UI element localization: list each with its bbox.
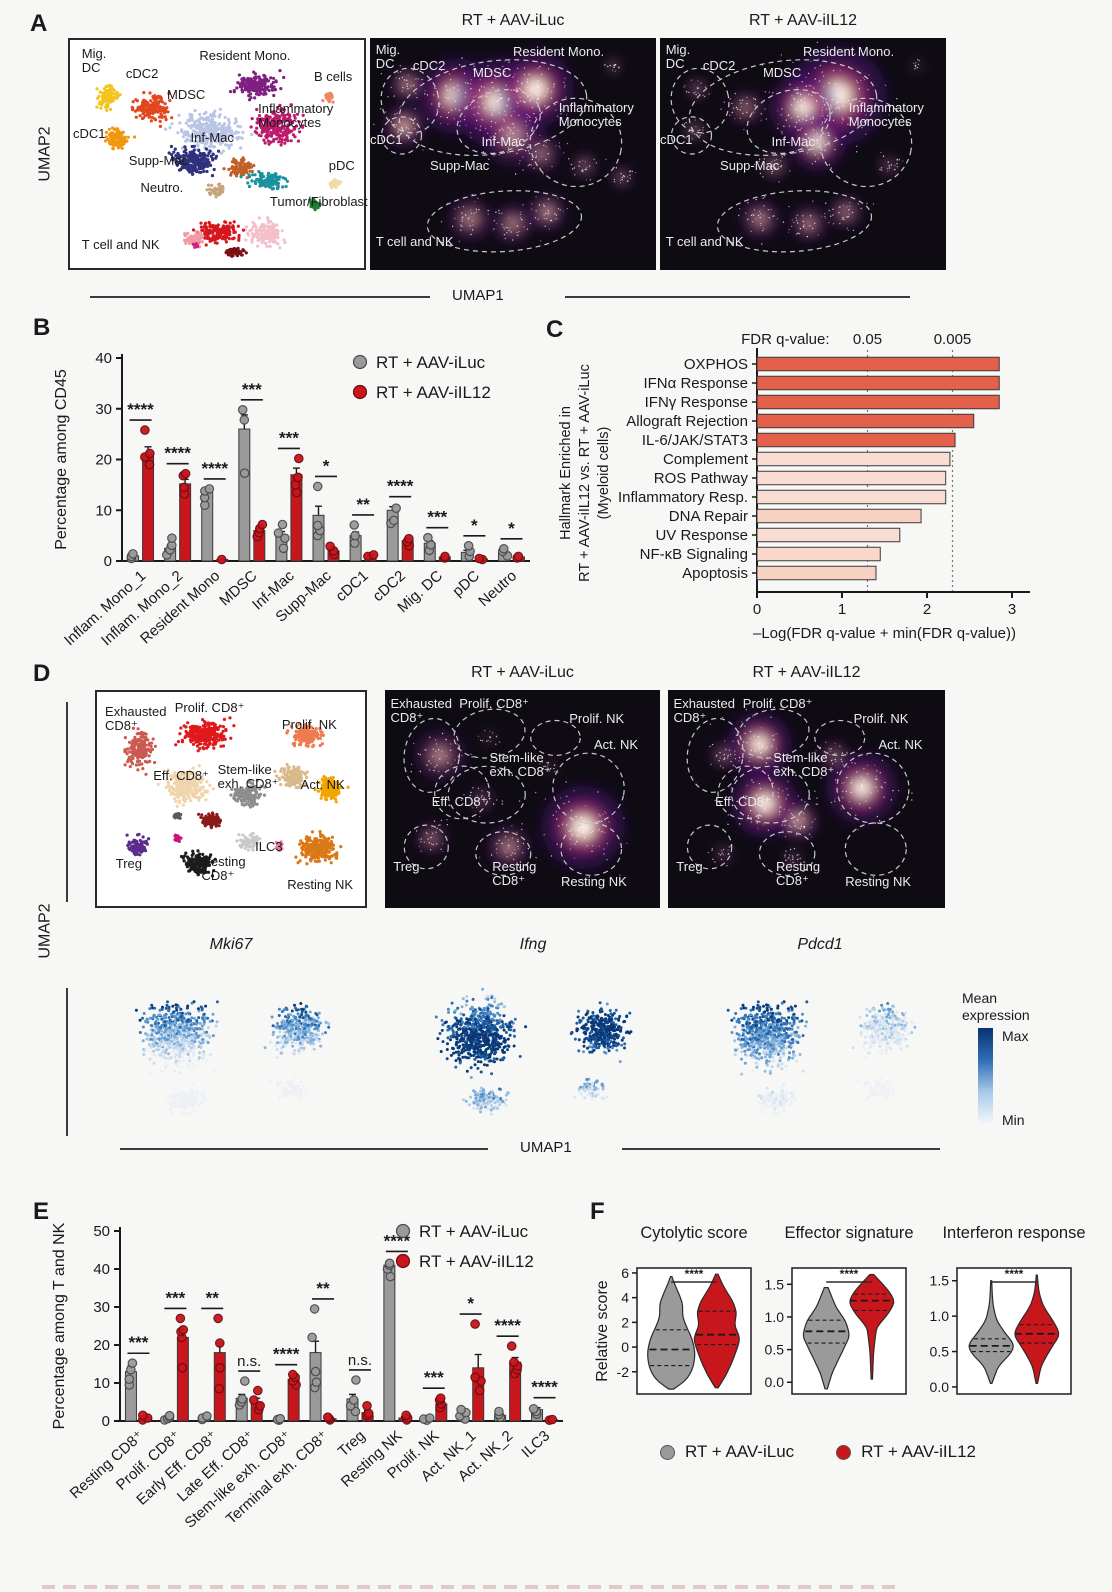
svg-text:OXPHOS: OXPHOS [684,356,748,373]
feature-plot-ifng [434,987,633,1116]
panel-d-umap1-axis-label: UMAP1 [520,1139,572,1156]
svg-text:0.005: 0.005 [934,331,972,348]
svg-text:IFNγ Response: IFNγ Response [645,394,748,411]
panel-d-umap1-axis-line [120,1148,488,1150]
svg-text:IL-6/JAK/STAT3: IL-6/JAK/STAT3 [642,432,748,449]
feature-title-pdcd1: Pdcd1 [797,936,843,953]
panel-d-density-iluc-plot [385,690,660,908]
colorbar-title: Mean expression [962,990,1030,1023]
panel-a-umap1-axis-line [90,296,430,298]
panel-d-letter: D [33,660,51,687]
svg-text:Apoptosis: Apoptosis [682,565,748,582]
svg-text:UV Response: UV Response [655,527,748,544]
svg-text:20: 20 [95,452,112,469]
svg-text:****: **** [164,444,191,463]
svg-text:***: *** [242,380,262,399]
panel-d-umap2-axis-line-top [66,702,68,902]
panel-f-letter: F [590,1198,605,1225]
svg-text:*: * [508,519,515,538]
panel-d-condition-title-il12: RT + AAV-iIL12 [752,664,861,681]
legend-dot-il12 [836,1444,852,1460]
svg-text:RT + AAV-iIL12 vs. RT + AAV-iL: RT + AAV-iIL12 vs. RT + AAV-iLuc [577,364,593,582]
svg-text:Allograft Rejection: Allograft Rejection [626,413,748,430]
svg-text:*: * [471,516,478,535]
panel-a-umap1-axis-label: UMAP1 [452,287,504,304]
panel-d-umap2-axis-label: UMAP2 [36,903,54,959]
panel-a-umap2-axis-label: UMAP2 [36,126,54,182]
svg-text:2: 2 [923,601,931,618]
legend-dot-iluc [660,1444,675,1460]
svg-text:Neutro: Neutro [475,567,520,610]
svg-text:Complement: Complement [663,451,749,468]
colorbar-max-label: Max [1002,1028,1029,1044]
panel-d-density-il12-plot [668,690,945,908]
panel-d-umap2-axis-line-bottom [66,988,68,1136]
panel-d-density-il12: Exhausted CD8⁺ Prolif. CD8⁺ Prolif. NK Stem… [668,690,945,908]
legend-label-il12: RT + AAV-iIL12 [861,1442,976,1461]
svg-text:1: 1 [838,601,846,618]
panel-c-letter: C [546,316,564,343]
svg-text:****: **** [127,400,154,419]
svg-text:40: 40 [95,350,112,367]
panel-d-cluster-umap: Exhausted CD8⁺ Prolif. CD8⁺ Prolif. NK Eff.… [95,690,367,908]
panel-d-umap1-axis-line2 [622,1148,940,1150]
panel-d-condition-title-iluc: RT + AAV-iLuc [471,664,574,681]
svg-text:***: *** [427,508,447,527]
legend-item-iluc: RT + AAV-iLuc [660,1442,794,1462]
svg-text:Hallmark Enriched in: Hallmark Enriched in [558,406,574,540]
svg-text:–Log(FDR q-value + min(FDR q-v: –Log(FDR q-value + min(FDR q-value)) [753,625,1016,642]
panel-a-density-iluc: Mig. DC cDC2 MDSC Resident Mono. Inflammator… [370,38,656,270]
clipped-caption-fragment [42,1585,902,1589]
legend-item-il12: RT + AAV-iIL12 [836,1442,976,1462]
svg-text:RT + AAV-iIL12: RT + AAV-iIL12 [376,383,491,402]
svg-text:NF-κB Signaling: NF-κB Signaling [640,546,748,563]
svg-text:****: **** [387,477,414,496]
legend-label-iluc: RT + AAV-iLuc [685,1442,795,1461]
svg-text:***: *** [279,428,299,447]
panel-a-density-il12: Mig. DC cDC2 MDSC Resident Mono. Inflammator… [660,38,946,270]
panel-e-letter: E [33,1198,50,1225]
panel-a-density-iluc-plot [370,38,656,270]
svg-text:ROS Pathway: ROS Pathway [654,470,749,487]
panel-d-cluster-scatter [123,716,350,878]
svg-text:Percentage among CD45: Percentage among CD45 [53,369,70,550]
panel-a-condition-title-iluc: RT + AAV-iLuc [461,12,565,29]
panel-f-legend: RT + AAV-iLuc RT + AAV-iIL12 [660,1442,976,1462]
panel-d-density-iluc: Exhausted CD8⁺ Prolif. CD8⁺ Prolif. NK Stem… [385,690,660,908]
svg-text:cDC1: cDC1 [333,567,372,605]
svg-text:0.05: 0.05 [853,331,882,348]
svg-text:FDR q-value:: FDR q-value: [741,331,829,348]
panel-a-umap1-axis-line2 [565,296,910,298]
svg-text:RT + AAV-iLuc: RT + AAV-iLuc [376,353,486,372]
svg-text:DNA Repair: DNA Repair [669,508,748,525]
feature-plot-mki67 [134,1000,331,1116]
svg-text:**: ** [356,495,370,514]
svg-text:3: 3 [1008,601,1016,618]
svg-text:*: * [323,456,330,475]
svg-text:IFNα Response: IFNα Response [643,375,748,392]
svg-text:Inflammatory Resp.: Inflammatory Resp. [618,489,748,506]
colorbar-gradient [978,1028,993,1124]
panel-b-letter: B [33,314,51,341]
feature-plot-pdcd1 [726,1000,917,1116]
svg-text:0: 0 [753,601,761,618]
panel-a-cluster-umap: Mig. DC cDC2 Resident Mono. B cells MDSC Infl… [68,38,368,270]
panel-c-hallmark-bar-chart: 0.05 0.005 FDR q-value: OXPHOS IFNα Response… [558,331,1030,642]
feature-title-ifng: Ifng [519,936,547,953]
panel-a-cluster-scatter [95,69,343,258]
svg-text:30: 30 [95,401,112,418]
panel-a-letter: A [30,10,48,37]
svg-text:****: **** [201,459,228,478]
feature-title-mki67: Mki67 [209,936,253,953]
svg-text:10: 10 [95,502,112,519]
svg-text:0: 0 [104,553,112,570]
svg-text:(Myeloid cells): (Myeloid cells) [596,427,612,520]
colorbar-min-label: Min [1002,1112,1025,1128]
panel-a-condition-title-il12: RT + AAV-iIL12 [748,12,858,29]
panel-a-density-il12-plot [660,38,946,270]
